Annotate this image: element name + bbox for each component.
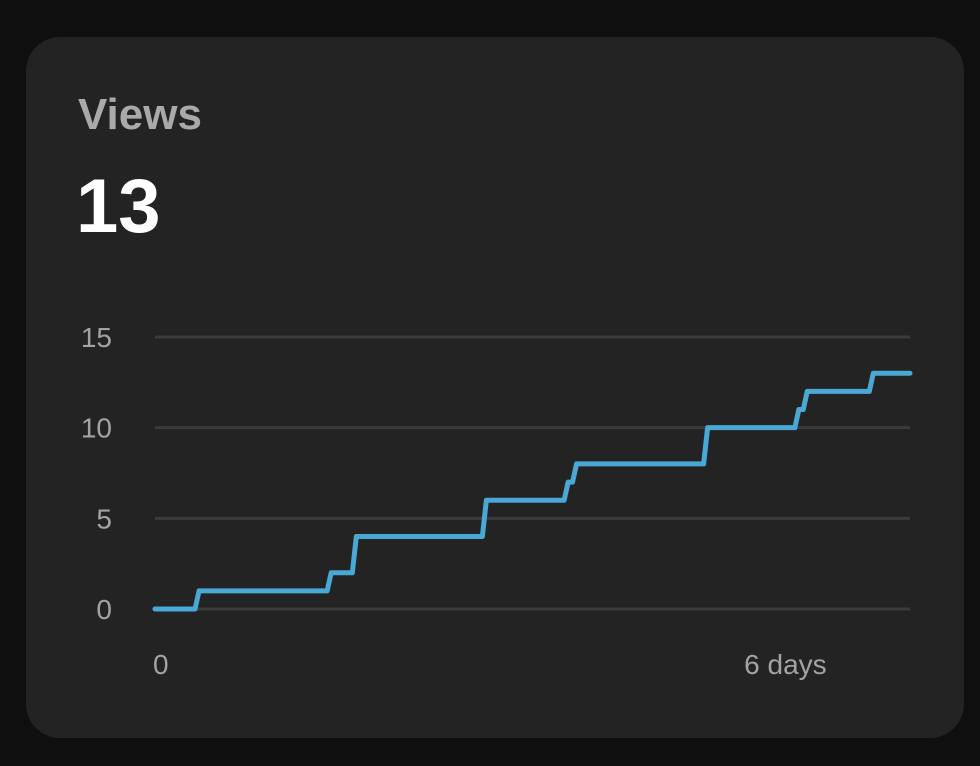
chart-gridlines bbox=[155, 335, 910, 611]
views-count: 13 bbox=[76, 164, 161, 249]
x-tick-label: 6 days bbox=[744, 649, 827, 680]
x-tick-label: 0 bbox=[153, 649, 169, 680]
y-tick-label: 5 bbox=[96, 503, 112, 534]
y-tick-label: 0 bbox=[96, 594, 112, 625]
y-tick-label: 10 bbox=[81, 413, 112, 444]
y-tick-label: 15 bbox=[81, 322, 112, 353]
chart-y-ticks: 0 5 10 15 bbox=[81, 322, 112, 625]
chart-x-ticks: 0 6 days bbox=[153, 649, 827, 680]
views-series-line bbox=[152, 370, 913, 612]
views-chart: 0 5 10 15 0 6 days bbox=[81, 322, 913, 680]
chart-series bbox=[152, 370, 913, 612]
views-card: Views 13 0 5 10 15 0 6 days bbox=[26, 37, 964, 738]
card-title: Views bbox=[78, 90, 202, 139]
